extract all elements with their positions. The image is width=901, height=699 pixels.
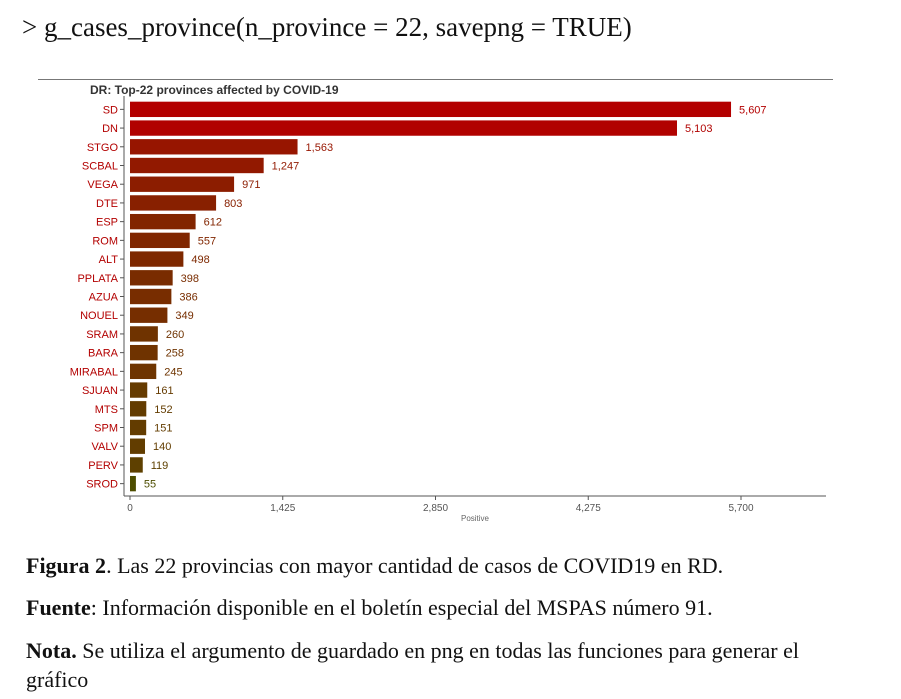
category-label: SCBAL bbox=[82, 161, 118, 173]
value-label: 349 bbox=[175, 310, 193, 322]
category-label: PERV bbox=[88, 460, 118, 472]
bar bbox=[130, 307, 168, 323]
bar-chart: DR: Top-22 provinces affected by COVID-1… bbox=[70, 83, 826, 523]
console-command: > g_cases_province(n_province = 22, save… bbox=[22, 12, 632, 42]
category-label: STGO bbox=[87, 142, 119, 154]
bar bbox=[130, 344, 158, 361]
value-label: 5,103 bbox=[685, 123, 713, 135]
value-label: 161 bbox=[155, 385, 173, 397]
bar bbox=[130, 195, 217, 211]
category-label: VEGA bbox=[87, 179, 118, 191]
note-label: Nota. bbox=[26, 638, 77, 663]
note-caption: Nota. Se utiliza el argumento de guardad… bbox=[26, 636, 846, 694]
bar bbox=[130, 457, 143, 473]
category-label: VALV bbox=[92, 441, 119, 453]
value-label: 1,247 bbox=[272, 161, 300, 173]
x-tick-label: 2,850 bbox=[423, 503, 448, 514]
bar bbox=[130, 139, 298, 155]
category-label: SD bbox=[103, 104, 118, 116]
x-tick-label: 1,425 bbox=[270, 503, 295, 514]
value-label: 258 bbox=[166, 348, 184, 360]
note-text: Se utiliza el argumento de guardado en p… bbox=[26, 638, 799, 692]
value-label: 5,607 bbox=[739, 104, 767, 116]
bar bbox=[130, 270, 173, 286]
x-tick-label: 5,700 bbox=[728, 503, 753, 514]
value-label: 140 bbox=[153, 441, 171, 453]
bar bbox=[130, 419, 147, 436]
figure-caption: Figura 2. Las 22 provincias con mayor ca… bbox=[26, 553, 723, 579]
value-label: 55 bbox=[144, 479, 156, 491]
value-label: 612 bbox=[204, 217, 222, 229]
value-label: 557 bbox=[198, 235, 216, 247]
bar bbox=[130, 438, 146, 454]
value-label: 245 bbox=[164, 366, 182, 378]
category-label: MIRABAL bbox=[70, 366, 118, 378]
figure-text: . Las 22 provincias con mayor cantidad d… bbox=[106, 553, 724, 578]
source-label: Fuente bbox=[26, 595, 91, 620]
figure-label: Figura 2 bbox=[26, 553, 107, 578]
category-label: AZUA bbox=[89, 292, 119, 304]
bar bbox=[130, 363, 157, 380]
bar bbox=[130, 382, 148, 398]
bar bbox=[130, 251, 184, 267]
value-label: 498 bbox=[191, 254, 209, 266]
bar bbox=[130, 176, 235, 192]
category-label: ALT bbox=[99, 254, 119, 266]
value-label: 152 bbox=[154, 404, 172, 416]
category-label: BARA bbox=[88, 348, 119, 360]
bar bbox=[130, 213, 196, 230]
category-label: ESP bbox=[96, 217, 118, 229]
value-label: 119 bbox=[151, 460, 169, 472]
bar bbox=[130, 288, 172, 305]
bar bbox=[130, 120, 678, 136]
value-label: 151 bbox=[154, 423, 172, 435]
x-axis-label: Positive bbox=[461, 514, 490, 523]
category-label: SPM bbox=[94, 423, 118, 435]
category-label: SRAM bbox=[86, 329, 118, 341]
bar bbox=[130, 232, 190, 249]
bar bbox=[130, 157, 264, 174]
category-label: ROM bbox=[92, 235, 118, 247]
x-tick-label: 0 bbox=[127, 503, 133, 514]
category-label: SJUAN bbox=[82, 385, 118, 397]
bar bbox=[130, 401, 147, 417]
value-label: 1,563 bbox=[306, 142, 334, 154]
value-label: 971 bbox=[242, 179, 260, 191]
source-text: : Información disponible en el boletín e… bbox=[90, 595, 713, 620]
value-label: 398 bbox=[181, 273, 199, 285]
category-label: DTE bbox=[96, 198, 118, 210]
chart-title: DR: Top-22 provinces affected by COVID-1… bbox=[90, 83, 339, 97]
category-label: NOUEL bbox=[80, 310, 118, 322]
bar bbox=[130, 475, 136, 492]
bar bbox=[130, 326, 158, 342]
value-label: 386 bbox=[179, 292, 197, 304]
category-label: PPLATA bbox=[77, 273, 118, 285]
source-caption: Fuente: Información disponible en el bol… bbox=[26, 595, 713, 621]
bar bbox=[130, 101, 732, 118]
category-label: SROD bbox=[86, 479, 118, 491]
value-label: 260 bbox=[166, 329, 184, 341]
category-label: MTS bbox=[95, 404, 118, 416]
category-label: DN bbox=[102, 123, 118, 135]
value-label: 803 bbox=[224, 198, 242, 210]
x-tick-label: 4,275 bbox=[576, 503, 601, 514]
divider bbox=[38, 79, 833, 80]
